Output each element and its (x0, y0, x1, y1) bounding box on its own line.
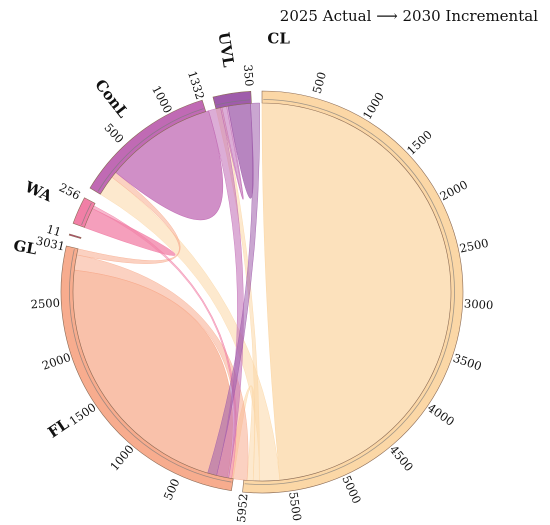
tick-label-CL-2500: 2500 (458, 236, 490, 256)
tick-label-ConL-1000: 1000 (149, 83, 175, 115)
end-label-WA: 256 (57, 180, 83, 203)
segment-label-WA: WA (21, 177, 55, 205)
segment-guide-WA (81, 202, 92, 226)
segment-arc-CL (242, 90, 464, 494)
tick-label-CL-3500: 3500 (451, 351, 483, 374)
segment-guide-CL (244, 99, 455, 485)
tick-label-FL-2000: 2000 (40, 350, 72, 373)
end-label-FL: 3031 (35, 234, 67, 254)
tick-label-FL-500: 500 (161, 476, 183, 502)
tick-label-CL-2000: 2000 (438, 177, 470, 203)
chart-title: 2025 Actual ⟶ 2030 Incremental (280, 6, 538, 25)
tick-label-CL-1000: 1000 (360, 90, 387, 122)
ribbon-CL-to-CL (261, 102, 452, 481)
tick-label-FL-1000: 1000 (107, 442, 137, 473)
ribbons-layer (72, 102, 452, 482)
segment-label-GL: GL (12, 236, 39, 258)
segment-arc-WA (72, 197, 96, 228)
tick-label-CL-5000: 5000 (339, 473, 364, 505)
end-label-GL: 11 (45, 222, 63, 240)
end-label-UVL: 350 (241, 64, 256, 87)
title-left: 2025 Actual (279, 7, 372, 25)
tick-label-ConL-500: 500 (101, 120, 126, 146)
segment-arc-UVL (212, 90, 252, 110)
segment-label-CL: CL (267, 30, 290, 48)
tick-label-CL-3000: 3000 (464, 296, 494, 312)
segment-arc-FL (60, 245, 234, 492)
segment-guide-UVL (216, 99, 250, 106)
tick-label-FL-1500: 1500 (67, 400, 99, 428)
right-arrow-icon: ⟶ (376, 7, 398, 25)
segment-guide-ConL (97, 108, 204, 192)
segment-label-UVL: UVL (215, 31, 238, 69)
tick-label-CL-1500: 1500 (404, 127, 435, 157)
tick-label-CL-5500: 5500 (286, 491, 304, 522)
segment-guide-FL (69, 249, 232, 483)
tick-label-CL-4000: 4000 (425, 401, 457, 429)
segment-label-ConL: ConL (91, 76, 132, 122)
end-label-ConL: 1332 (185, 69, 207, 101)
title-right: 2030 Incremental (402, 7, 538, 25)
arcs-layer (60, 90, 464, 494)
tick-label-FL-2500: 2500 (30, 296, 60, 312)
tick-label-CL-4500: 4500 (387, 443, 416, 474)
tick-label-CL-500: 500 (310, 70, 329, 95)
segment-arc-ConL (89, 99, 207, 195)
end-label-CL: 5952 (234, 493, 250, 523)
segment-arc-GL (68, 233, 82, 239)
